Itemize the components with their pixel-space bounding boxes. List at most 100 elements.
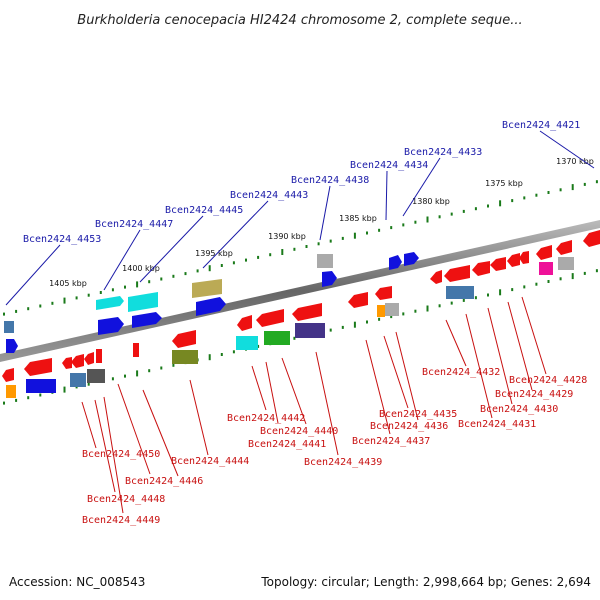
gene-box[interactable] bbox=[4, 321, 14, 333]
gene-label[interactable]: Bcen2424_4453 bbox=[23, 234, 101, 245]
gene-label[interactable]: Bcen2424_4431 bbox=[458, 419, 536, 430]
gene-label[interactable]: Bcen2424_4439 bbox=[304, 457, 382, 468]
gene-box[interactable] bbox=[236, 336, 258, 350]
gene-label[interactable]: Bcen2424_4421 bbox=[502, 120, 580, 131]
gene-label[interactable]: Bcen2424_4444 bbox=[171, 456, 249, 467]
gene-box[interactable] bbox=[70, 373, 86, 387]
gene-arrow[interactable] bbox=[237, 315, 252, 331]
tick-mark bbox=[547, 191, 550, 194]
gene-arrow[interactable] bbox=[6, 339, 18, 353]
tick-mark bbox=[281, 249, 284, 255]
tick-mark bbox=[317, 242, 320, 246]
gene-label[interactable]: Bcen2424_4450 bbox=[82, 449, 160, 460]
gene-arrow[interactable] bbox=[62, 357, 72, 369]
gene-box[interactable] bbox=[446, 286, 474, 299]
tick-mark bbox=[232, 350, 235, 354]
gene-arrow[interactable] bbox=[192, 279, 222, 298]
forward-strand-genes bbox=[4, 230, 600, 353]
gene-arrow[interactable] bbox=[256, 309, 284, 327]
tick-mark bbox=[341, 325, 344, 329]
tick-mark bbox=[571, 273, 574, 280]
gene-arrow[interactable] bbox=[196, 297, 226, 316]
tick-mark bbox=[523, 285, 526, 289]
kbp-label: 1400 kbp bbox=[122, 264, 160, 273]
tick-mark bbox=[583, 271, 586, 275]
gene-box[interactable] bbox=[26, 379, 56, 393]
gene-label[interactable]: Bcen2424_4434 bbox=[350, 160, 428, 171]
gene-label[interactable]: Bcen2424_4430 bbox=[480, 404, 558, 415]
gene-arrow[interactable] bbox=[389, 255, 402, 270]
gene-label[interactable]: Bcen2424_4447 bbox=[95, 219, 173, 230]
gene-arrow[interactable] bbox=[404, 252, 419, 266]
gene-box[interactable] bbox=[6, 385, 16, 398]
gene-arrow[interactable] bbox=[519, 251, 529, 264]
gene-arrow[interactable] bbox=[536, 245, 552, 260]
gene-label[interactable]: Bcen2424_4433 bbox=[404, 147, 482, 158]
gene-arrow[interactable] bbox=[2, 368, 14, 382]
gene-label[interactable]: Bcen2424_4432 bbox=[422, 367, 500, 378]
gene-arrow[interactable] bbox=[128, 292, 158, 312]
gene-box[interactable] bbox=[172, 350, 198, 364]
gene-label[interactable]: Bcen2424_4435 bbox=[379, 409, 457, 420]
gene-arrow[interactable] bbox=[172, 330, 196, 348]
tick-mark bbox=[366, 320, 368, 324]
tick-mark bbox=[438, 304, 441, 308]
gene-label[interactable]: Bcen2424_4429 bbox=[495, 389, 573, 400]
gene-box[interactable] bbox=[264, 331, 290, 345]
gene-box[interactable] bbox=[96, 349, 102, 363]
topology-text: Topology: circular; Length: 2,998,664 bp… bbox=[260, 575, 591, 589]
tick-mark bbox=[172, 274, 175, 278]
kbp-scale: 1405 kbp 1400 kbp 1395 kbp 1390 kbp 1385… bbox=[49, 157, 594, 288]
gene-box[interactable] bbox=[133, 343, 139, 357]
gene-label[interactable]: Bcen2424_4428 bbox=[509, 375, 587, 386]
tick-mark bbox=[535, 282, 538, 286]
gene-label[interactable]: Bcen2424_4441 bbox=[248, 439, 326, 450]
gene-label[interactable]: Bcen2424_4448 bbox=[87, 494, 165, 505]
tick-mark bbox=[341, 236, 344, 240]
gene-box[interactable] bbox=[317, 254, 333, 268]
gene-box[interactable] bbox=[87, 369, 105, 383]
gene-box[interactable] bbox=[385, 303, 399, 316]
gene-arrow[interactable] bbox=[583, 230, 600, 247]
tick-mark bbox=[583, 182, 586, 186]
gene-arrow[interactable] bbox=[96, 296, 124, 310]
gene-arrow[interactable] bbox=[490, 257, 506, 271]
gene-arrow[interactable] bbox=[375, 286, 392, 300]
gene-label[interactable]: Bcen2424_4446 bbox=[125, 476, 203, 487]
gene-arrow[interactable] bbox=[556, 240, 572, 255]
gene-arrow[interactable] bbox=[292, 303, 322, 321]
gene-label[interactable]: Bcen2424_4442 bbox=[227, 413, 305, 424]
tick-mark bbox=[99, 291, 102, 294]
gene-arrow[interactable] bbox=[430, 270, 442, 284]
gene-arrow[interactable] bbox=[132, 312, 162, 328]
gene-arrow[interactable] bbox=[322, 271, 337, 287]
gene-arrow[interactable] bbox=[24, 358, 52, 376]
gene-label[interactable]: Bcen2424_4436 bbox=[370, 421, 448, 432]
gene-arrow[interactable] bbox=[444, 265, 470, 282]
kbp-label: 1405 kbp bbox=[49, 279, 87, 288]
gene-arrow[interactable] bbox=[348, 292, 368, 308]
gene-label[interactable]: Bcen2424_4437 bbox=[352, 436, 430, 447]
gene-label[interactable]: Bcen2424_4438 bbox=[291, 175, 369, 186]
gene-box[interactable] bbox=[539, 262, 553, 275]
gene-arrow[interactable] bbox=[507, 253, 520, 267]
gene-box[interactable] bbox=[558, 257, 574, 270]
tick-mark bbox=[438, 215, 441, 219]
gene-label[interactable]: Bcen2424_4440 bbox=[260, 426, 338, 437]
gene-arrow[interactable] bbox=[98, 317, 124, 335]
tick-mark bbox=[414, 309, 417, 313]
gene-arrow[interactable] bbox=[71, 354, 84, 368]
top-gene-labels: Bcen2424_4453 Bcen2424_4447 Bcen2424_444… bbox=[23, 120, 580, 245]
tick-mark bbox=[15, 398, 18, 402]
gene-label[interactable]: Bcen2424_4445 bbox=[165, 205, 243, 216]
tick-mark bbox=[257, 255, 260, 259]
gene-box[interactable] bbox=[295, 323, 325, 338]
tick-mark bbox=[232, 261, 235, 265]
gene-label[interactable]: Bcen2424_4443 bbox=[230, 190, 308, 201]
tick-mark bbox=[426, 305, 429, 312]
gene-label[interactable]: Bcen2424_4449 bbox=[82, 515, 160, 526]
gene-arrow[interactable] bbox=[472, 261, 490, 276]
gene-box[interactable] bbox=[377, 305, 385, 317]
gene-arrow[interactable] bbox=[84, 352, 94, 365]
bottom-gene-labels: Bcen2424_4450 Bcen2424_4446 Bcen2424_444… bbox=[82, 367, 587, 526]
